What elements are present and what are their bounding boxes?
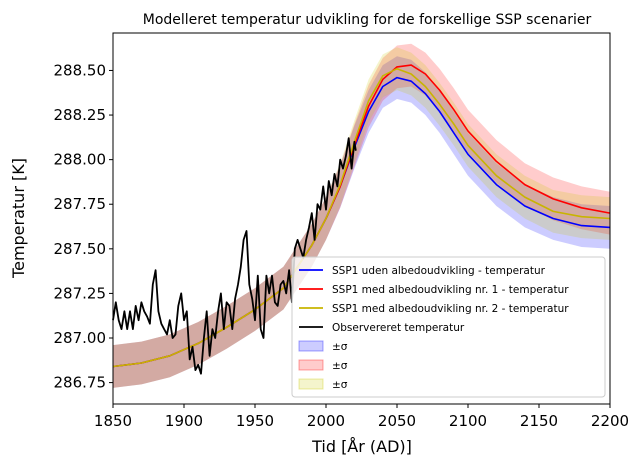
x-tick-label: 1850 xyxy=(94,412,132,430)
legend-box xyxy=(291,256,606,398)
y-tick-label: 288.00 xyxy=(54,151,107,169)
y-tick-label: 288.25 xyxy=(54,106,107,124)
y-axis-label: Temperatur [K] xyxy=(9,158,28,279)
legend-patch-swatch xyxy=(298,340,324,352)
y-tick-label: 288.50 xyxy=(54,61,107,79)
y-tick-label: 287.25 xyxy=(54,284,107,302)
y-axis-ticks: 286.75 287.00 287.25 287.50 287.75 288.00 288.… xyxy=(54,61,113,392)
y-tick-label: 287.00 xyxy=(54,329,107,347)
sigma-bands xyxy=(113,43,610,388)
x-tick-label: 2150 xyxy=(520,412,558,430)
series-lines xyxy=(112,64,611,375)
legend: SSP1 uden albedoudvikling - temperatur SS… xyxy=(291,256,606,398)
legend-label: SSP1 med albedoudvikling nr. 2 - tempera… xyxy=(332,303,569,315)
x-tick-label: 1900 xyxy=(165,412,203,430)
legend-label: SSP1 uden albedoudvikling - temperatur xyxy=(332,265,546,277)
legend-label: ±σ xyxy=(332,379,348,391)
legend-label: ±σ xyxy=(332,360,348,372)
x-axis-ticks: 1850 1900 1950 2000 2050 2100 2150 2200 xyxy=(94,404,629,430)
sigma-band-1 xyxy=(113,56,610,388)
legend-patch-swatch xyxy=(298,378,324,390)
y-tick-label: 286.75 xyxy=(54,374,107,392)
x-axis-label: Tid [År (AD)] xyxy=(311,437,412,456)
legend-label: SSP1 med albedoudvikling nr. 1 - tempera… xyxy=(332,284,569,296)
x-tick-label: 2200 xyxy=(591,412,629,430)
legend-label: ±σ xyxy=(332,341,348,353)
y-tick-label: 287.75 xyxy=(54,195,107,213)
x-tick-label: 2100 xyxy=(449,412,487,430)
plot-frame xyxy=(112,32,611,405)
series-line-ssp1-med-albedoudvikling-nr-2-temperatur xyxy=(112,67,611,368)
legend-label: Observereret temperatur xyxy=(332,322,465,334)
x-tick-label: 1950 xyxy=(236,412,274,430)
sigma-band-3 xyxy=(113,47,610,388)
sigma-band-2 xyxy=(113,43,610,388)
x-tick-label: 2000 xyxy=(307,412,345,430)
x-tick-label: 2050 xyxy=(378,412,416,430)
legend-patch-swatch xyxy=(298,359,324,371)
y-tick-label: 287.50 xyxy=(54,240,107,258)
chart-title: Modelleret temperatur udvikling for de f… xyxy=(143,12,592,28)
series-line-observereret-temperatur xyxy=(112,137,357,375)
